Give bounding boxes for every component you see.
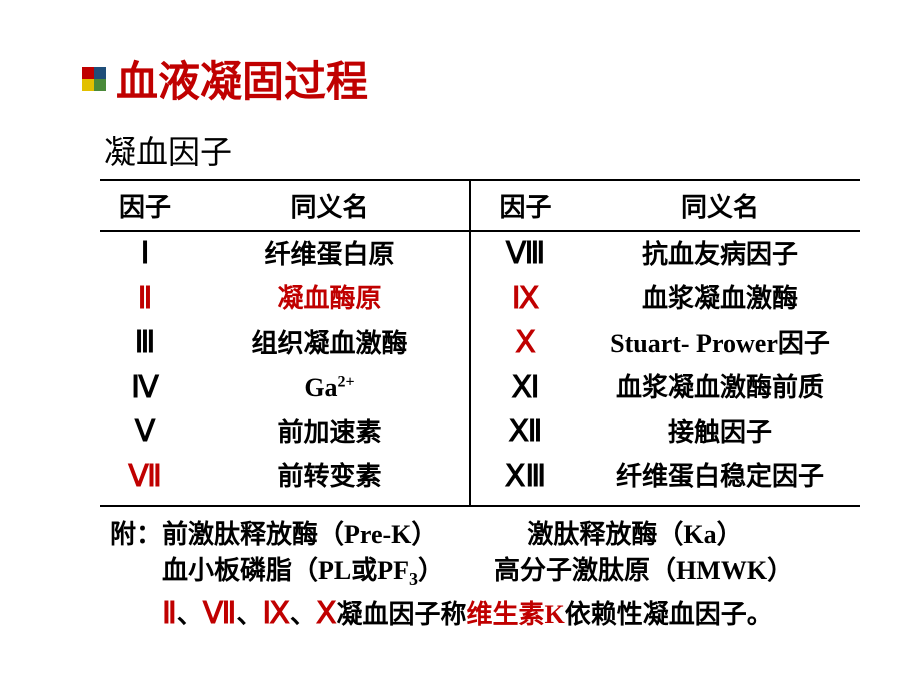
factor-name: 组织凝血激酶 (190, 321, 470, 366)
footnote-line-1: 附：前激肽释放酶（Pre-K）激肽释放酶（Ka） (110, 517, 860, 553)
table-row: Ⅰ 纤维蛋白原 Ⅷ 抗血友病因子 (100, 231, 860, 277)
factor-num: Ⅰ (100, 231, 190, 277)
hdr-syn-right: 同义名 (580, 180, 860, 231)
factor-num: Ⅳ (100, 366, 190, 411)
factor-name: 接触因子 (580, 410, 860, 455)
factor-num: Ⅱ (100, 277, 190, 322)
factor-name: 凝血酶原 (190, 277, 470, 322)
factor-num: Ⅴ (100, 410, 190, 455)
factor-name: Stuart- Prower因子 (580, 321, 860, 366)
factor-num: Ⅺ (470, 366, 580, 411)
factor-num: Ⅹ (470, 321, 580, 366)
factor-name: 抗血友病因子 (580, 231, 860, 277)
footnotes: 附：前激肽释放酶（Pre-K）激肽释放酶（Ka） 血小板磷脂（PL或PF3）高分… (110, 517, 860, 635)
slide-subtitle: 凝血因子 (104, 127, 860, 173)
factor-num: Ⅷ (470, 231, 580, 277)
factor-num: Ⅲ (100, 321, 190, 366)
footnote-line-2: 血小板磷脂（PL或PF3）高分子激肽原（HMWK） (110, 553, 860, 592)
factor-name: 前加速素 (190, 410, 470, 455)
bullet-icon (80, 65, 108, 93)
hdr-factor-right: 因子 (470, 180, 580, 231)
slide-title: 血液凝固过程 (116, 48, 368, 109)
factor-num: ⅩⅢ (470, 455, 580, 507)
factor-name: 血浆凝血激酶前质 (580, 366, 860, 411)
table-row: Ⅴ 前加速素 Ⅻ 接触因子 (100, 410, 860, 455)
factor-name: Ga2+ (190, 366, 470, 411)
factor-name: 纤维蛋白稳定因子 (580, 455, 860, 507)
factor-num: Ⅻ (470, 410, 580, 455)
factor-name: 血浆凝血激酶 (580, 277, 860, 322)
table-header-row: 因子 同义名 因子 同义名 (100, 180, 860, 231)
hdr-syn-left: 同义名 (190, 180, 470, 231)
title-row: 血液凝固过程 (80, 48, 860, 109)
hdr-factor-left: 因子 (100, 180, 190, 231)
table-row: Ⅱ 凝血酶原 Ⅸ 血浆凝血激酶 (100, 277, 860, 322)
factor-num: Ⅸ (470, 277, 580, 322)
table-row: Ⅶ 前转变素 ⅩⅢ 纤维蛋白稳定因子 (100, 455, 860, 507)
footnote-line-3: Ⅱ、Ⅶ、Ⅸ、Ⅹ凝血因子称维生素K依赖性凝血因子。 (110, 593, 860, 635)
factor-table: 因子 同义名 因子 同义名 Ⅰ 纤维蛋白原 Ⅷ 抗血友病因子 Ⅱ 凝血酶原 Ⅸ … (100, 179, 860, 507)
factor-name: 前转变素 (190, 455, 470, 507)
slide: 血液凝固过程 凝血因子 因子 同义名 因子 同义名 Ⅰ 纤维蛋白原 Ⅷ 抗血友病… (0, 0, 920, 635)
factor-num: Ⅶ (100, 455, 190, 507)
factor-name: 纤维蛋白原 (190, 231, 470, 277)
table-row: Ⅳ Ga2+ Ⅺ 血浆凝血激酶前质 (100, 366, 860, 411)
table-row: Ⅲ 组织凝血激酶 Ⅹ Stuart- Prower因子 (100, 321, 860, 366)
